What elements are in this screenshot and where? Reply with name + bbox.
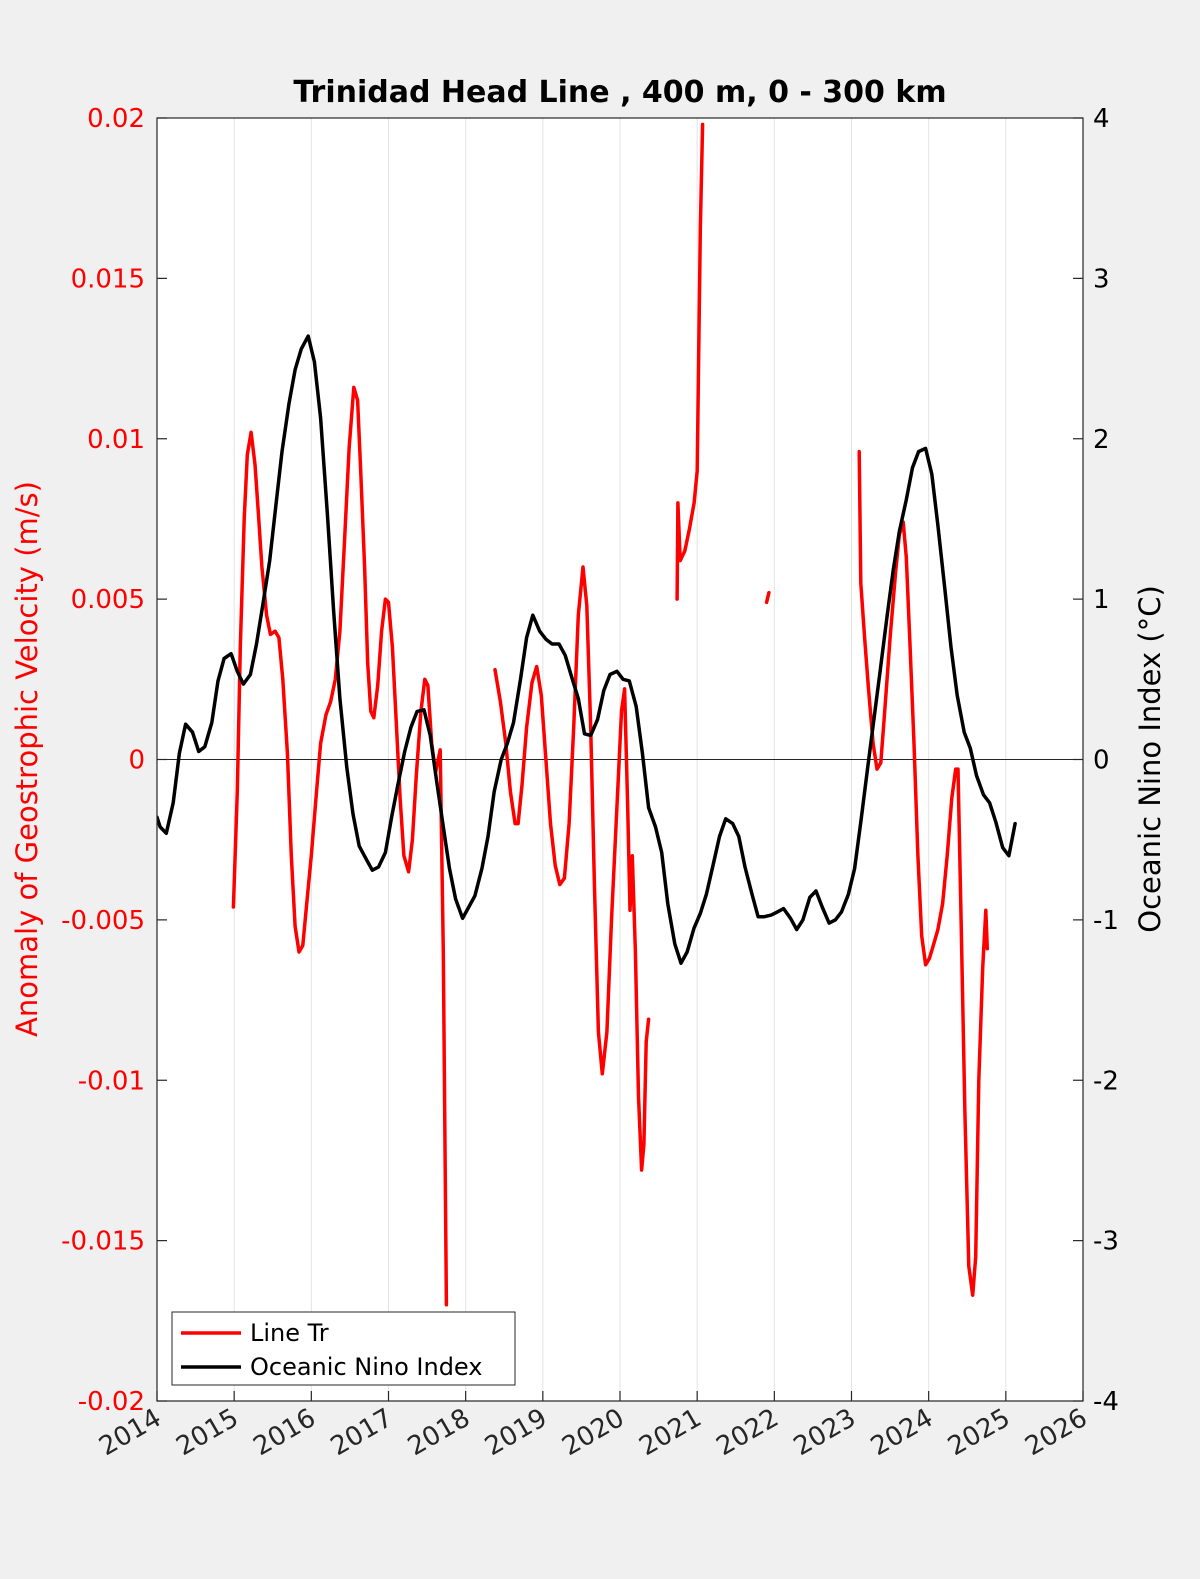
x-tick-label: 2026: [1020, 1403, 1092, 1462]
series-line-tr: [764, 590, 771, 605]
legend-label-line-tr: Line Tr: [250, 1319, 329, 1347]
y-right-tick-label: 3: [1093, 264, 1110, 294]
y-right-tick-label: -1: [1093, 906, 1119, 936]
series-line-tr: [231, 385, 449, 1307]
series-line-tr: [857, 449, 990, 1297]
y-right-tick-label: 2: [1093, 425, 1110, 455]
y-axis-left-label: Anomaly of Geostrophic Velocity (m/s): [10, 481, 44, 1037]
series-layer: [157, 122, 1017, 1307]
x-tick-label: 2019: [480, 1403, 552, 1462]
legend-label-oni: Oceanic Nino Index: [250, 1353, 482, 1381]
y-left-tick-label: -0.015: [61, 1227, 145, 1257]
y-left-tick-label: 0.015: [71, 264, 145, 294]
x-tick-label: 2025: [943, 1403, 1015, 1462]
x-tick-label: 2024: [866, 1403, 938, 1462]
x-tick-label: 2023: [789, 1403, 861, 1462]
y-right-tick-label: 0: [1093, 746, 1110, 776]
x-tick-label: 2017: [326, 1403, 398, 1462]
y-right-tick-label: -2: [1093, 1066, 1119, 1096]
x-tick-label: 2016: [249, 1403, 321, 1462]
y-right-tick-label: -4: [1093, 1387, 1119, 1417]
legend: Line Tr Oceanic Nino Index: [171, 1311, 516, 1386]
y-right-tick-label: 4: [1093, 104, 1110, 134]
chart-title: Trinidad Head Line , 400 m, 0 - 300 km: [293, 75, 946, 110]
x-tick-label: 2020: [557, 1403, 629, 1462]
y-left-tick-label: 0.005: [71, 585, 145, 615]
y-right-tick-label: -3: [1093, 1227, 1119, 1257]
x-tick-label: 2018: [403, 1403, 475, 1462]
legend-box: [171, 1311, 516, 1386]
series-oceanic-nino-index: [157, 334, 1017, 965]
y-left-tick-label: 0.02: [87, 104, 145, 134]
y-right-tick-label: 1: [1093, 585, 1110, 615]
y-left-tick-label: -0.005: [61, 906, 145, 936]
y-axis-right-label: Oceanic Nino Index (°C): [1133, 585, 1167, 933]
x-tick-label: 2021: [634, 1403, 706, 1462]
series-line-tr: [675, 122, 705, 601]
y-left-tick-label: 0.01: [87, 425, 145, 455]
y-left-tick-label: 0: [128, 746, 145, 776]
axis-layer: 2 0 1 4 2015 2016 2017 2018 2019 2020 2021 2022 2023…: [61, 104, 1119, 1462]
x-tick-label: 2015: [171, 1403, 243, 1462]
y-left-tick-label: -0.02: [78, 1387, 145, 1417]
y-left-tick-label: -0.01: [78, 1066, 145, 1096]
x-tick-label: 2022: [712, 1403, 784, 1462]
series-line-tr: [493, 565, 651, 1172]
